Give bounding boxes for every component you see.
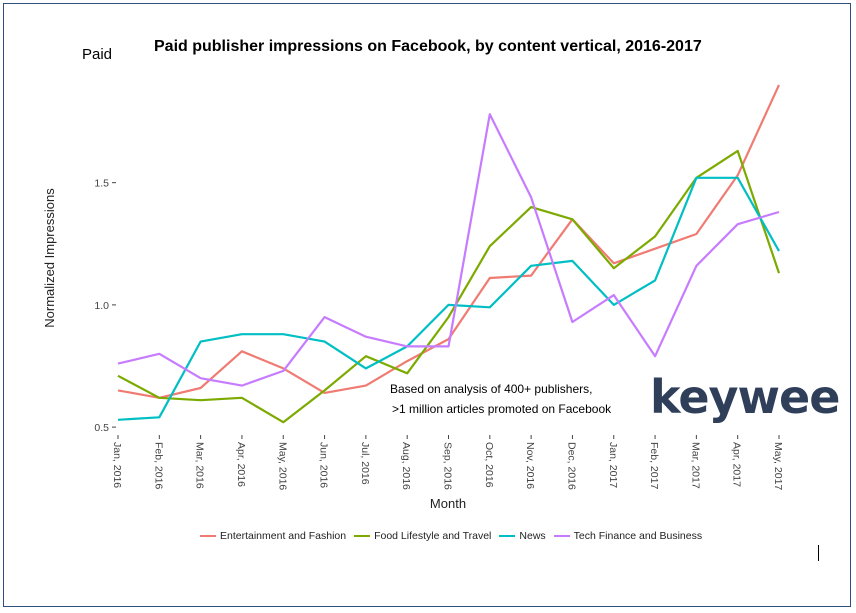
chart-legend: Entertainment and Fashion Food Lifestyle … — [200, 530, 710, 542]
series-line-news — [117, 176, 780, 421]
legend-label: Tech Finance and Business — [573, 530, 703, 542]
x-tick-label: Jun, 2016 — [318, 442, 330, 488]
series-line-food-lifestyle-and-travel — [117, 149, 781, 424]
text-cursor — [818, 545, 819, 561]
x-tick-label: Feb, 2016 — [152, 442, 164, 489]
x-tick-label: Nov, 2016 — [524, 442, 536, 489]
x-tick-label: Mar, 2016 — [194, 442, 206, 489]
x-tick-label: May, 2017 — [772, 442, 784, 490]
x-tick-label: Mar, 2017 — [689, 442, 701, 489]
x-tick-label: Jul, 2016 — [359, 442, 371, 485]
series-line-tech-finance-and-business — [117, 113, 780, 387]
annotation-line-2: >1 million articles promoted on Facebook — [392, 402, 612, 416]
y-tick-label: 0.5 — [94, 422, 109, 434]
series-line-entertainment-and-fashion — [117, 84, 781, 399]
chart-subtitle: Paid — [82, 46, 113, 63]
x-tick-label: Jan, 2016 — [111, 442, 123, 488]
legend-swatch — [499, 535, 516, 537]
y-tick-label: 1.0 — [94, 300, 109, 312]
x-tick-label: Feb, 2017 — [648, 442, 660, 489]
legend-item: Food Lifestyle and Travel — [354, 530, 491, 542]
legend-item: Entertainment and Fashion — [200, 530, 346, 542]
legend-swatch — [200, 535, 216, 537]
x-tick-label: Sep, 2016 — [442, 442, 454, 490]
y-tick-label: 1.5 — [94, 178, 109, 190]
legend-label: Food Lifestyle and Travel — [374, 530, 492, 542]
axes: 0.5 1.0 1.5 Jan, 2016 Feb, 2016 Mar, 2016 Apr,… — [94, 178, 784, 491]
legend-swatch — [354, 535, 371, 537]
annotation-line-1: Based on analysis of 400+ publishers, — [390, 382, 593, 396]
legend-label: Entertainment and Fashion — [220, 530, 347, 542]
x-tick-label: May, 2016 — [276, 442, 288, 490]
legend-item: News — [499, 530, 546, 542]
x-tick-label: Apr, 2016 — [235, 442, 247, 487]
x-tick-label: Dec, 2016 — [565, 442, 577, 490]
legend-label: News — [519, 530, 546, 542]
chart-title: Paid publisher impressions on Facebook, … — [154, 38, 702, 55]
chart-frame — [3, 3, 851, 607]
x-axis-label: Month — [430, 496, 466, 511]
y-axis-label: Normalized Impressions — [42, 188, 57, 328]
x-tick-label: Oct, 2016 — [483, 442, 495, 488]
series-lines — [117, 84, 781, 424]
x-tick-label: Apr, 2017 — [731, 442, 743, 487]
x-tick-label: Aug, 2016 — [400, 442, 412, 490]
keywee-logo: keywee — [650, 370, 840, 424]
legend-item: Tech Finance and Business — [553, 530, 703, 542]
x-tick-label: Jan, 2017 — [607, 442, 619, 488]
legend-swatch — [553, 535, 570, 537]
